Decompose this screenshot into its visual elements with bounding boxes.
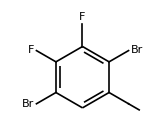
Text: F: F xyxy=(79,12,86,22)
Text: Br: Br xyxy=(131,45,143,55)
Text: Br: Br xyxy=(22,99,34,109)
Text: F: F xyxy=(28,45,34,55)
